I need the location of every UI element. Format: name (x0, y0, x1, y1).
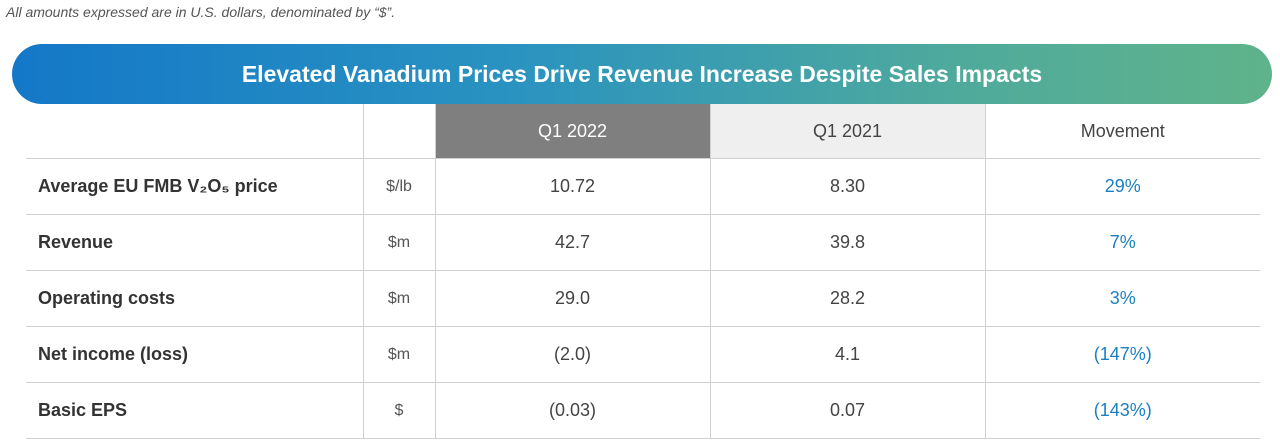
movement: 29% (984, 158, 1260, 215)
table-row: Average EU FMB V₂O₅ price $/lb 10.72 8.30 29… (26, 158, 1260, 215)
header-row: Q1 2022 Q1 2021 Movement (26, 104, 1260, 159)
table-row: Net income (loss) $m (2.0) 4.1 (147%) (26, 326, 1260, 383)
value: 8.30 (709, 158, 985, 215)
title-banner: Elevated Vanadium Prices Drive Revenue I… (12, 44, 1272, 104)
column-header: Q1 2022 (434, 104, 710, 159)
row-label: Basic EPS (26, 382, 363, 439)
value: 4.1 (709, 326, 985, 383)
results-table: Q1 2022 Q1 2021 Movement Average EU FMB V₂O… (26, 104, 1260, 439)
empty-cell (26, 104, 363, 159)
value: 28.2 (709, 270, 985, 327)
row-label: Net income (loss) (26, 326, 363, 383)
row-label: Operating costs (26, 270, 363, 327)
table-row: Basic EPS $ (0.03) 0.07 (143%) (26, 382, 1260, 439)
value: 29.0 (434, 270, 710, 327)
unit: $m (362, 214, 435, 271)
value: 42.7 (434, 214, 710, 271)
unit: $ (362, 382, 435, 439)
value: 10.72 (434, 158, 710, 215)
value: 0.07 (709, 382, 985, 439)
unit: $m (362, 326, 435, 383)
value: 39.8 (709, 214, 985, 271)
value: (0.03) (434, 382, 710, 439)
movement: (147%) (984, 326, 1260, 383)
note: All amounts expressed are in U.S. dollar… (6, 4, 396, 20)
unit: $m (362, 270, 435, 327)
table-row: Revenue $m 42.7 39.8 7% (26, 214, 1260, 271)
row-label: Revenue (26, 214, 363, 271)
table-body: Q1 2022 Q1 2021 Movement Average EU FMB V₂O… (26, 104, 1260, 439)
column-header: Movement (984, 104, 1260, 159)
movement: 7% (984, 214, 1260, 271)
table-row: Operating costs $m 29.0 28.2 3% (26, 270, 1260, 327)
row-label: Average EU FMB V₂O₅ price (26, 158, 363, 215)
column-header: Q1 2021 (709, 104, 985, 159)
movement: (143%) (984, 382, 1260, 439)
movement: 3% (984, 270, 1260, 327)
empty-cell (362, 104, 435, 159)
unit: $/lb (362, 158, 435, 215)
value: (2.0) (434, 326, 710, 383)
